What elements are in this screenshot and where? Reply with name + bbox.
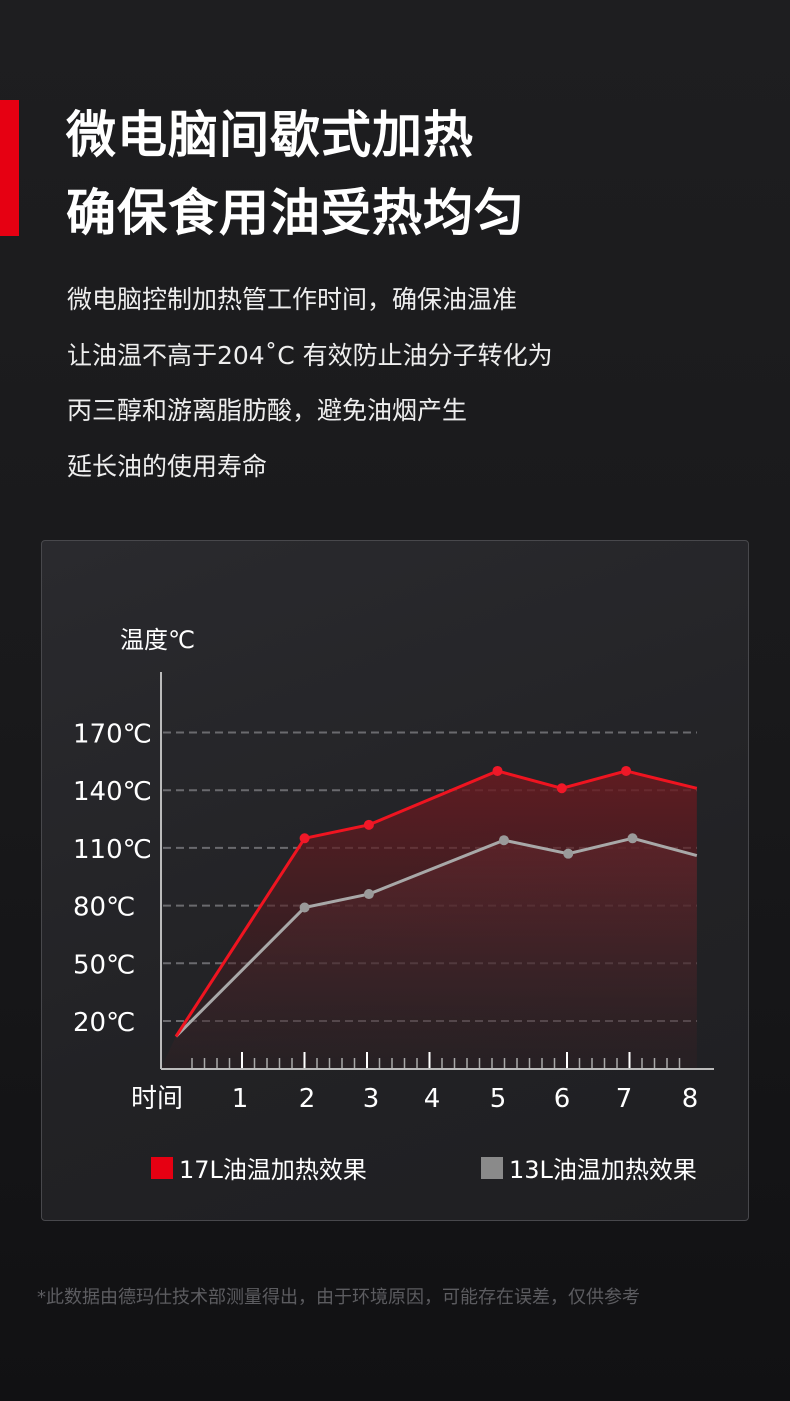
- x-tick-label: 5: [490, 1084, 507, 1114]
- x-tick-label: 3: [363, 1084, 380, 1114]
- page-title: 微电脑间歇式加热 确保食用油受热均匀: [66, 96, 525, 252]
- description-line: 丙三醇和游离脂肪酸，避免油烟产生: [67, 396, 468, 425]
- x-tick-label: 4: [424, 1084, 441, 1114]
- data-point: [556, 783, 567, 794]
- data-point: [627, 833, 638, 844]
- y-tick-label: 170℃: [73, 720, 152, 750]
- y-axis-label: 温度℃: [120, 626, 195, 654]
- x-tick-label: 7: [616, 1084, 633, 1114]
- legend-label: 13L油温加热效果: [509, 1156, 697, 1184]
- legend-swatch: [151, 1156, 173, 1179]
- x-tick-label: 6: [554, 1084, 571, 1114]
- data-point: [363, 889, 374, 900]
- data-point: [621, 765, 632, 776]
- data-point: [299, 902, 310, 913]
- y-tick-label: 80℃: [73, 893, 135, 923]
- data-point: [363, 819, 374, 830]
- data-point: [492, 765, 503, 776]
- y-tick-label: 110℃: [73, 835, 152, 865]
- title-line-2: 确保食用油受热均匀: [66, 184, 525, 242]
- legend-label: 17L油温加热效果: [179, 1156, 367, 1184]
- accent-bar: [0, 100, 19, 236]
- y-tick-label: 20℃: [73, 1008, 135, 1038]
- description-line: 延长油的使用寿命: [67, 451, 268, 481]
- x-tick-label: 1: [232, 1084, 249, 1114]
- legend-item-13l: 13L油温加热效果: [481, 1150, 697, 1185]
- title-line-1: 微电脑间歇式加热: [66, 106, 474, 164]
- description-line: 让油温不高于204˚C 有效防止油分子转化为: [67, 340, 553, 370]
- y-tick-label: 50℃: [73, 950, 135, 980]
- footnote: *此数据由德玛仕技术部测量得出，由于环境原因，可能存在误差，仅供参考: [37, 1287, 640, 1308]
- legend-item-17l: 17L油温加热效果: [151, 1150, 367, 1185]
- description-line: 微电脑控制加热管工作时间，确保油温准: [67, 285, 518, 314]
- x-axis-label: 时间: [131, 1084, 183, 1114]
- y-tick-label: 140℃: [73, 777, 152, 807]
- data-point: [299, 833, 310, 844]
- legend-swatch: [481, 1156, 503, 1179]
- description: 微电脑控制加热管工作时间，确保油温准 让油温不高于204˚C 有效防止油分子转化…: [67, 272, 553, 494]
- data-point: [498, 835, 509, 846]
- x-tick-label: 8: [682, 1084, 699, 1114]
- x-tick-label: 2: [299, 1084, 316, 1114]
- data-point: [563, 848, 574, 859]
- series-area: [161, 770, 697, 1068]
